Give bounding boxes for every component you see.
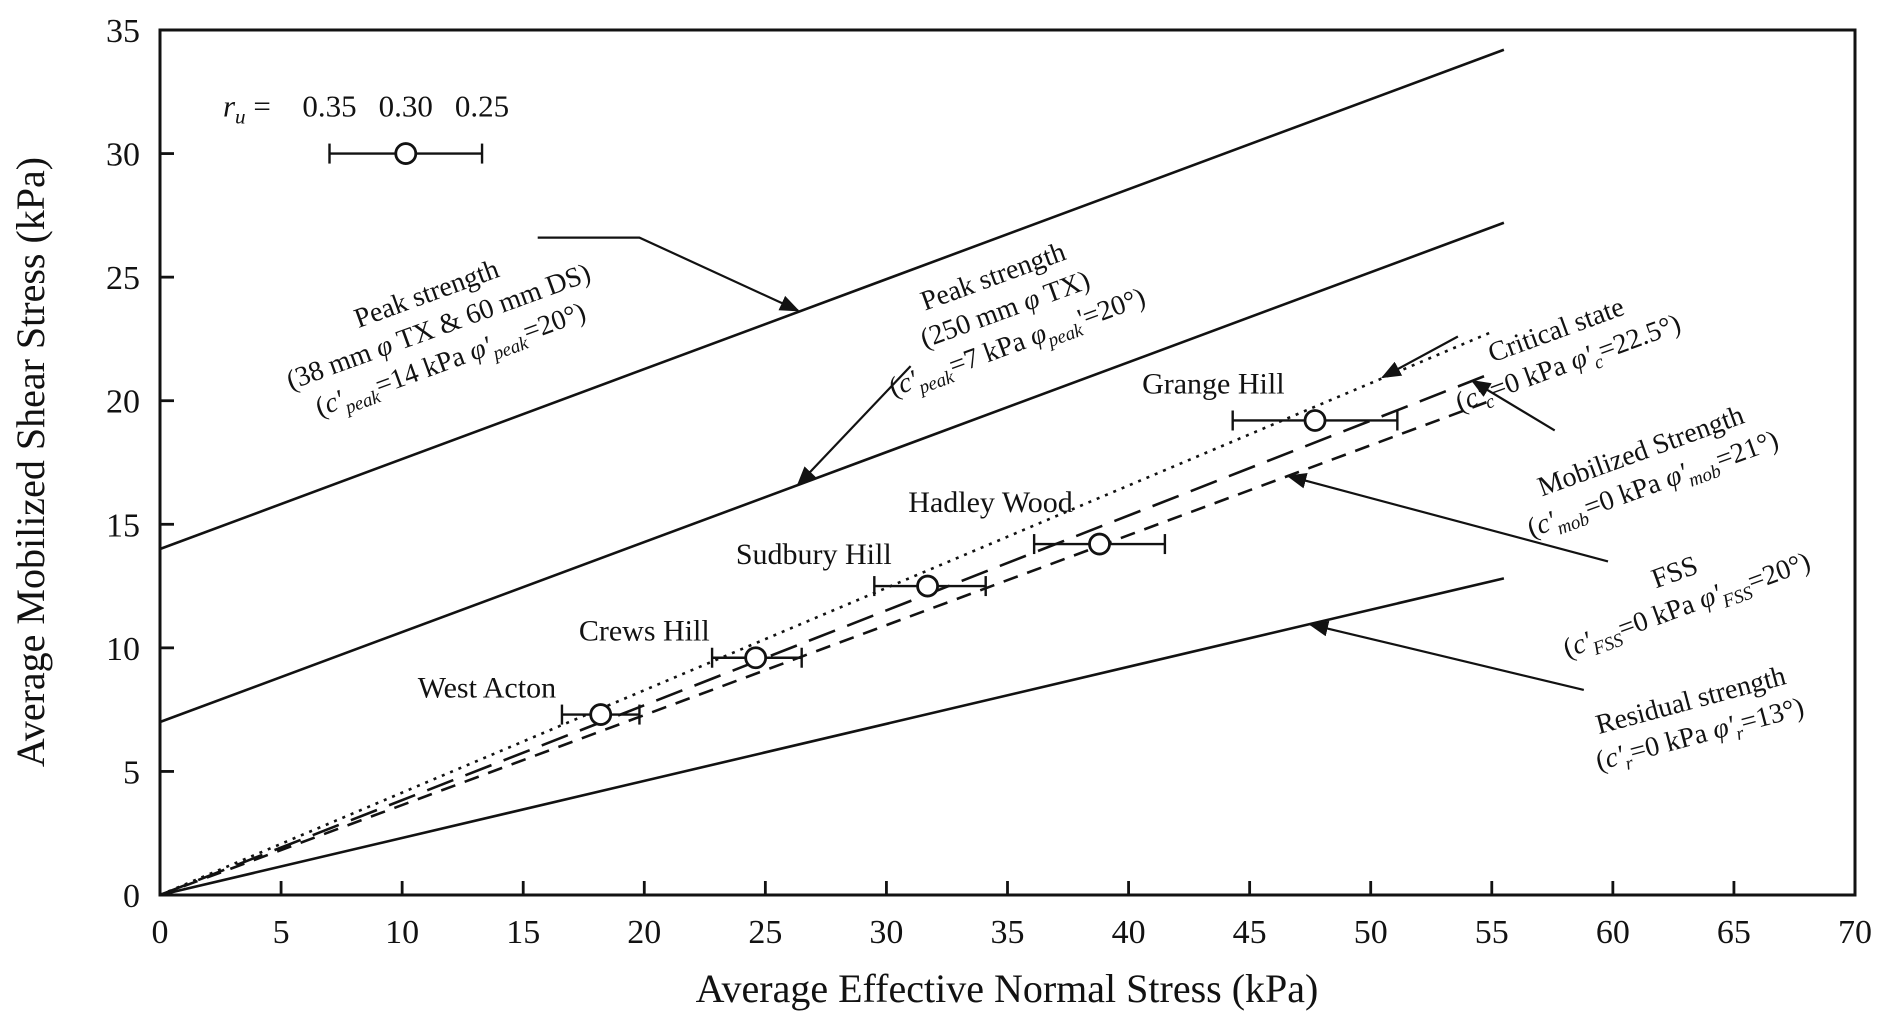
ru-legend-value: 0.35 bbox=[302, 89, 356, 124]
y-tick-label: 5 bbox=[123, 754, 140, 791]
y-tick-label: 25 bbox=[106, 260, 140, 297]
plot-area: 0 5 10 15 20 25 30 35 40 45 50 55 60 65 70 0 5 10 15 20 25 30… bbox=[106, 13, 1872, 951]
x-tick-label: 0 bbox=[152, 914, 169, 951]
y-tick-label: 30 bbox=[106, 137, 140, 174]
y-tick-label: 20 bbox=[106, 384, 140, 421]
annotation-arrow bbox=[1381, 335, 1459, 379]
site-label: West Acton bbox=[418, 671, 556, 704]
annotation-arrow bbox=[537, 236, 800, 312]
envelope-line-peak-strength-250mm-tx bbox=[159, 221, 1505, 724]
data-point-marker bbox=[1088, 532, 1111, 556]
annotation-arrow bbox=[1308, 620, 1585, 691]
annotation-peak-strength-250mm-tx: Peak strength(250 mm φ TX)(c'peak=7 kPa … bbox=[885, 236, 1150, 403]
annotation-residual-strength: Residual strength(c'r=0 kPa φ'r=13°) bbox=[1592, 660, 1807, 777]
data-point-marker bbox=[1303, 409, 1327, 432]
x-tick-label: 5 bbox=[273, 914, 290, 951]
envelope-line-peak-strength-38mm-tx-60mm-ds bbox=[159, 48, 1505, 551]
x-tick-label: 15 bbox=[506, 914, 540, 951]
envelope-line-fss bbox=[159, 399, 1493, 897]
site-label: Grange Hill bbox=[1142, 367, 1284, 400]
x-tick-label: 60 bbox=[1596, 914, 1630, 951]
data-point-marker bbox=[916, 574, 939, 598]
annotation-mobilized-strength: Mobilized Strength(c'mob=0 kPa φ'mob=21°… bbox=[1523, 400, 1783, 544]
data-point-marker bbox=[744, 646, 768, 670]
y-axis-title: Average Mobilized Shear Stress (kPa) bbox=[8, 157, 53, 767]
site-label: Crews Hill bbox=[579, 615, 710, 648]
site-label: Sudbury Hill bbox=[736, 538, 892, 571]
x-tick-label: 30 bbox=[869, 914, 903, 951]
x-tick-label: 25 bbox=[748, 914, 782, 951]
x-tick-label: 20 bbox=[627, 914, 661, 951]
ru-legend-value: 0.30 bbox=[379, 89, 433, 124]
x-tick-label: 65 bbox=[1717, 914, 1751, 951]
data-point-marker bbox=[589, 703, 613, 726]
x-tick-label: 70 bbox=[1838, 914, 1872, 951]
x-axis-title: Average Effective Normal Stress (kPa) bbox=[696, 966, 1319, 1011]
ru-legend-label: ru = bbox=[223, 89, 271, 129]
ru-legend-marker bbox=[394, 142, 418, 165]
x-tick-label: 55 bbox=[1475, 914, 1509, 951]
annotation-fss: FSS(c'FSS=0 kPa φ'FSS=20°) bbox=[1559, 546, 1815, 664]
y-tick-label: 0 bbox=[123, 878, 140, 915]
site-label: Hadley Wood bbox=[908, 486, 1073, 519]
x-tick-label: 35 bbox=[991, 914, 1025, 951]
x-tick-label: 50 bbox=[1354, 914, 1388, 951]
x-tick-label: 40 bbox=[1112, 914, 1146, 951]
annotation-arrow bbox=[796, 365, 912, 487]
x-tick-label: 10 bbox=[385, 914, 419, 951]
annotation-arrow bbox=[1286, 473, 1609, 563]
y-tick-label: 35 bbox=[106, 13, 140, 50]
y-tick-label: 10 bbox=[106, 631, 140, 668]
y-tick-label: 15 bbox=[106, 507, 140, 544]
envelope-line-residual-strength bbox=[159, 577, 1505, 897]
ru-legend-value: 0.25 bbox=[455, 89, 509, 124]
envelope-line-mobilized-strength bbox=[159, 372, 1493, 897]
annotation-critical-state: Critical state(c'c=0 kPa φ'c=22.5°) bbox=[1451, 291, 1685, 418]
envelope-line-critical-state bbox=[159, 330, 1493, 897]
x-tick-label: 45 bbox=[1233, 914, 1267, 951]
annotation-arrow bbox=[1470, 379, 1556, 432]
annotation-peak-strength-38mm-tx-60mm-ds: Peak strength(38 mm φ TX & 60 mm DS)(c'p… bbox=[282, 254, 594, 424]
